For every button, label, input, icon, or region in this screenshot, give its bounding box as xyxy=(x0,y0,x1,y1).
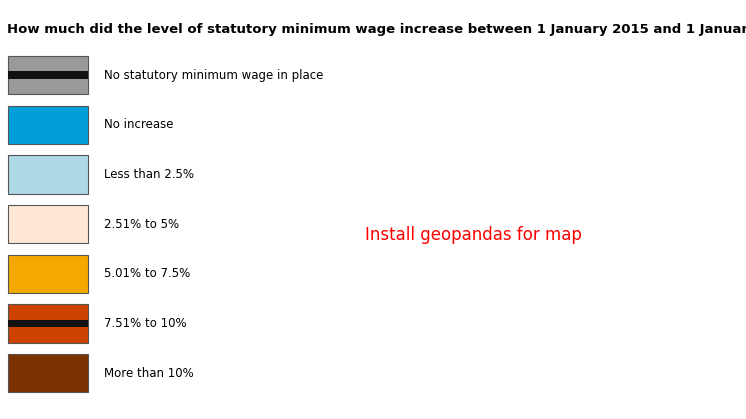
FancyBboxPatch shape xyxy=(8,320,88,327)
Text: Less than 2.5%: Less than 2.5% xyxy=(104,168,195,181)
FancyBboxPatch shape xyxy=(8,155,88,194)
FancyBboxPatch shape xyxy=(8,71,88,79)
Text: 7.51% to 10%: 7.51% to 10% xyxy=(104,317,187,330)
Text: How much did the level of statutory minimum wage increase between 1 January 2015: How much did the level of statutory mini… xyxy=(7,23,746,36)
FancyBboxPatch shape xyxy=(8,106,88,144)
Text: No statutory minimum wage in place: No statutory minimum wage in place xyxy=(104,69,324,82)
FancyBboxPatch shape xyxy=(8,354,88,392)
Text: 5.01% to 7.5%: 5.01% to 7.5% xyxy=(104,267,191,280)
Text: More than 10%: More than 10% xyxy=(104,367,194,380)
FancyBboxPatch shape xyxy=(8,304,88,343)
Text: No increase: No increase xyxy=(104,118,174,131)
Text: Install geopandas for map: Install geopandas for map xyxy=(366,226,582,243)
FancyBboxPatch shape xyxy=(8,56,88,94)
FancyBboxPatch shape xyxy=(8,205,88,243)
Text: 2.51% to 5%: 2.51% to 5% xyxy=(104,217,180,231)
FancyBboxPatch shape xyxy=(8,255,88,293)
